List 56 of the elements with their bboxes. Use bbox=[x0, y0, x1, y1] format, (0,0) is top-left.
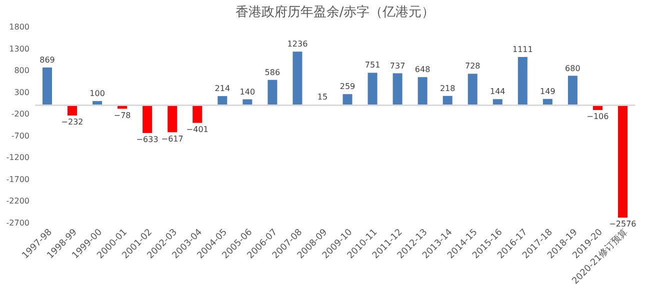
data-label: 737 bbox=[390, 61, 406, 70]
y-tick-label: -700 bbox=[11, 131, 30, 140]
data-label: 648 bbox=[414, 65, 430, 74]
data-label: 1236 bbox=[287, 40, 308, 49]
y-tick-label: -1700 bbox=[6, 174, 30, 184]
data-label: 218 bbox=[440, 84, 456, 93]
data-label: 680 bbox=[565, 64, 580, 73]
y-tick-label: -2700 bbox=[6, 218, 30, 228]
bar bbox=[618, 105, 628, 218]
bar bbox=[368, 72, 378, 106]
bar bbox=[192, 105, 202, 123]
bar bbox=[92, 101, 102, 106]
data-label: 140 bbox=[240, 87, 256, 96]
data-label: 586 bbox=[264, 68, 280, 77]
bar bbox=[268, 80, 278, 106]
bar bbox=[42, 68, 52, 106]
y-tick-label: -200 bbox=[11, 110, 30, 119]
bar bbox=[468, 74, 478, 106]
y-tick-label: 1800 bbox=[9, 22, 30, 32]
y-tick-label: 300 bbox=[14, 88, 30, 97]
bar bbox=[442, 96, 452, 106]
data-label: −2576 bbox=[609, 220, 636, 229]
y-tick-label: 1300 bbox=[9, 44, 30, 54]
bar bbox=[418, 77, 428, 106]
bar bbox=[68, 105, 78, 116]
bar bbox=[142, 105, 152, 133]
bar bbox=[218, 96, 228, 106]
chart-title: 香港政府历年盈余/赤字（亿港元） bbox=[235, 4, 435, 20]
bar bbox=[568, 76, 578, 106]
data-label: −401 bbox=[186, 124, 208, 134]
data-label: 259 bbox=[340, 82, 356, 92]
bar bbox=[342, 94, 352, 106]
data-label: −106 bbox=[586, 112, 609, 122]
data-label: 149 bbox=[540, 86, 556, 96]
data-label: 728 bbox=[464, 62, 480, 71]
data-label: 15 bbox=[317, 92, 328, 102]
y-tick-label: -1200 bbox=[6, 153, 30, 162]
data-label: 751 bbox=[364, 60, 380, 70]
y-tick-label: -2200 bbox=[6, 196, 30, 206]
bar bbox=[242, 99, 252, 106]
bar bbox=[392, 73, 402, 106]
data-label: 869 bbox=[40, 56, 55, 65]
data-label: −617 bbox=[161, 134, 184, 144]
bar bbox=[292, 52, 302, 106]
y-tick-label: 800 bbox=[14, 66, 30, 76]
data-label: −232 bbox=[61, 118, 84, 127]
bar bbox=[492, 99, 502, 106]
data-label: −633 bbox=[136, 134, 158, 144]
bar bbox=[518, 57, 528, 106]
data-label: −78 bbox=[114, 110, 131, 120]
data-label: 100 bbox=[90, 89, 105, 98]
data-label: 1111 bbox=[512, 45, 533, 54]
bar bbox=[542, 98, 552, 106]
bar bbox=[168, 105, 178, 132]
data-label: 214 bbox=[214, 84, 230, 94]
data-label: 144 bbox=[490, 87, 506, 96]
